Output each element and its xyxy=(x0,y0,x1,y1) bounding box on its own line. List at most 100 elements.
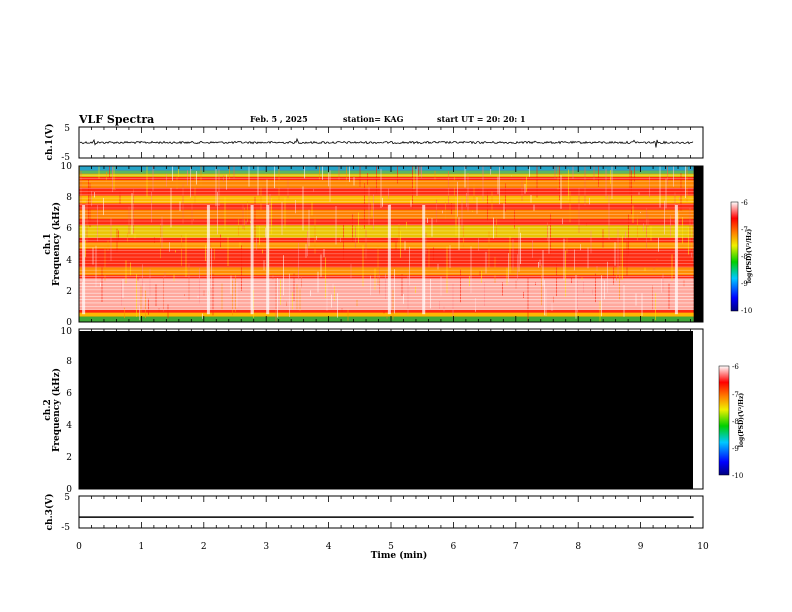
spectrogram-streak xyxy=(650,226,652,241)
spectrogram-streak xyxy=(466,192,467,207)
spectrogram-streak xyxy=(160,223,161,259)
ch1-ytick-top: 5 xyxy=(64,124,70,134)
spectrogram-streak xyxy=(455,196,457,236)
spectrogram-streak xyxy=(644,267,646,271)
spectrogram-streak xyxy=(538,262,539,268)
spectrogram-streak xyxy=(100,282,101,287)
spectrogram-streak xyxy=(611,166,613,199)
spectrogram-streak xyxy=(305,244,307,258)
spectrogram-streak xyxy=(238,218,239,236)
spectrogram-streak xyxy=(281,201,283,235)
ch1-cb-tick-m6: -6 xyxy=(741,199,748,207)
spectrogram-streak xyxy=(187,170,188,186)
spectrogram-streak xyxy=(413,166,415,190)
spectrogram-streak xyxy=(332,283,334,288)
spectrogram-streak xyxy=(326,284,328,311)
spectrogram-streak xyxy=(352,213,353,243)
spectrogram-streak xyxy=(379,268,380,295)
spectrogram-streak xyxy=(130,262,131,276)
spectrogram-streak xyxy=(515,280,517,289)
spectrogram-band xyxy=(79,173,694,177)
spectrogram-streak xyxy=(181,235,182,266)
spectrogram-streak xyxy=(127,233,128,242)
spectrogram-streak xyxy=(517,254,518,281)
spectrogram-streak xyxy=(355,226,356,248)
spectrogram-streak xyxy=(274,166,275,189)
spectrogram-streak xyxy=(343,223,344,260)
spectrogram-streak xyxy=(637,213,638,241)
spectrogram-streak xyxy=(418,166,419,177)
spectrogram-streak xyxy=(368,186,370,226)
spectrogram-band xyxy=(79,267,694,276)
spectrogram-streak xyxy=(434,170,436,180)
spectrogram-streak xyxy=(640,211,641,214)
spectrogram-streak xyxy=(167,304,169,319)
spectrogram-streak xyxy=(619,266,620,300)
spectrogram-streak xyxy=(673,166,674,187)
spectrogram-streak xyxy=(172,166,173,181)
spectrogram-streak xyxy=(649,175,650,198)
spectrogram-streak xyxy=(152,166,154,191)
spectrogram-streak xyxy=(661,278,662,293)
spectrogram-streak xyxy=(403,294,404,304)
spectrogram-streak xyxy=(482,166,484,202)
spectrogram-streak xyxy=(382,197,383,207)
spectrogram-streak xyxy=(170,187,172,228)
spectrogram-streak xyxy=(572,166,574,179)
spectrogram-band xyxy=(79,166,694,171)
spectrogram-streak xyxy=(578,187,580,233)
spectrogram-streak xyxy=(257,166,259,196)
spectrogram-streak xyxy=(623,285,625,317)
spectrogram-streak xyxy=(277,277,278,318)
spectrogram-streak xyxy=(242,204,244,229)
spectrogram-streak xyxy=(496,218,497,238)
spectrogram-streak xyxy=(143,283,145,306)
spectrogram-streak xyxy=(407,275,409,316)
spectrogram-streak xyxy=(124,307,125,319)
xtick-10: 10 xyxy=(697,542,709,552)
spectrogram-streak xyxy=(475,297,476,312)
spectrogram-streak xyxy=(599,301,601,322)
spectrogram-streak xyxy=(596,266,598,272)
spectrogram-streak xyxy=(383,311,385,314)
spectrogram-streak xyxy=(689,207,691,251)
spectrogram-streak xyxy=(530,195,532,203)
spectrogram-streak xyxy=(554,166,556,179)
spectrogram-streak xyxy=(659,166,661,208)
spectrogram-streak xyxy=(202,313,203,319)
spectrogram-band xyxy=(79,225,694,238)
spectrogram-streak xyxy=(173,274,175,282)
spectrogram-streak xyxy=(506,267,508,286)
spectrogram-streak xyxy=(145,290,146,319)
spectrogram-streak xyxy=(377,245,379,285)
spectrogram-streak xyxy=(502,282,503,296)
xtick-6: 6 xyxy=(451,542,457,552)
spectrogram-streak xyxy=(220,234,221,248)
spectrogram-burst xyxy=(206,205,210,315)
spectrogram-streak xyxy=(179,201,181,212)
xtick-4: 4 xyxy=(326,542,332,552)
spectrogram-streak xyxy=(304,166,305,179)
spectrogram-streak xyxy=(590,230,592,254)
spectrogram-streak xyxy=(209,242,211,247)
spectrogram-streak xyxy=(286,301,287,306)
spectrogram-streak xyxy=(295,199,296,214)
spectrogram-streak xyxy=(548,226,550,254)
spectrogram-streak xyxy=(337,293,338,318)
spectrogram-streak xyxy=(469,275,470,287)
spectrogram-streak xyxy=(616,275,617,281)
spectrogram-streak xyxy=(610,170,611,184)
spectrogram-streak xyxy=(319,166,320,180)
spectrogram-streak xyxy=(244,207,245,231)
spectrogram-streak xyxy=(314,215,316,254)
spectrogram-streak xyxy=(374,268,376,290)
spectrogram-streak xyxy=(256,238,257,250)
ch1-waveform-trace xyxy=(79,137,694,148)
spectrogram-streak xyxy=(410,200,412,207)
spectrogram-streak xyxy=(80,171,82,207)
spectrogram-streak xyxy=(146,166,148,198)
x-axis-label: Time (min) xyxy=(371,550,428,561)
spectrogram-streak xyxy=(119,190,121,204)
spectrogram-streak xyxy=(458,217,460,251)
spectrogram-streak xyxy=(245,221,247,224)
